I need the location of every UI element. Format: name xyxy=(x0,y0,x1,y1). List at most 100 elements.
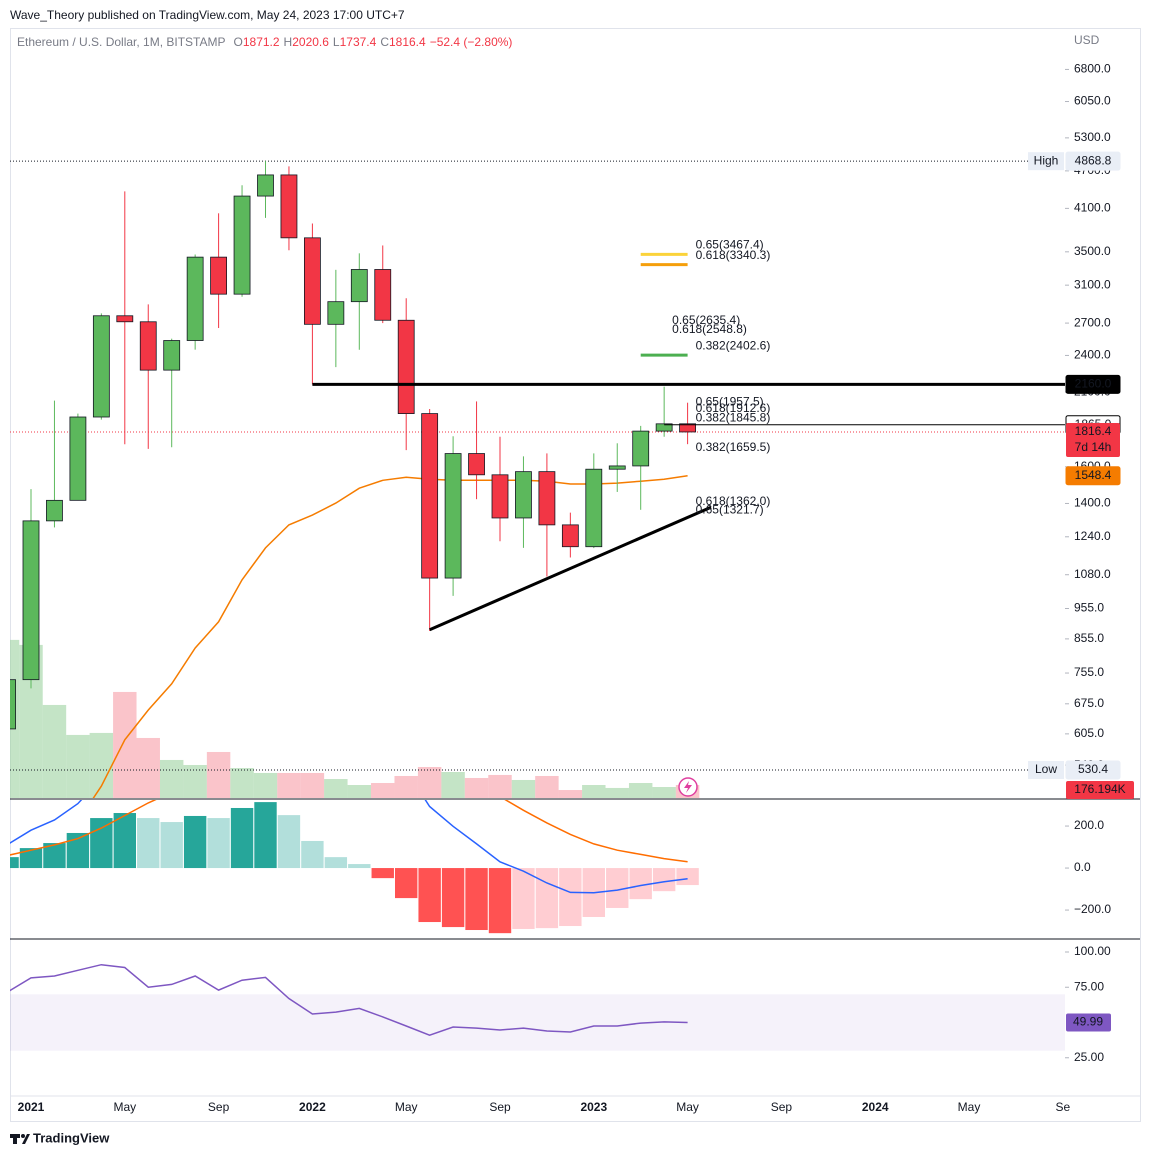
level-tag: 2160.0 xyxy=(1075,377,1112,391)
header: Wave_Theory published on TradingView.com… xyxy=(10,8,405,22)
x-tick-label: May xyxy=(395,1100,418,1114)
fib-label: 0.65(1321.7) xyxy=(696,502,764,516)
candle-body xyxy=(632,430,650,467)
volume-bar xyxy=(136,737,160,798)
x-tick-label: 2022 xyxy=(299,1100,326,1114)
macd-histogram-bar xyxy=(137,818,160,869)
candle-body xyxy=(46,499,63,522)
macd-histogram-bar xyxy=(301,840,324,869)
volume-bar xyxy=(582,785,606,798)
volume-bar xyxy=(371,783,395,798)
rsi-line xyxy=(10,963,688,1036)
candle-body xyxy=(679,423,696,433)
x-tick-label: Se xyxy=(1055,1100,1070,1114)
candle-body xyxy=(233,195,251,295)
x-tick-label: Sep xyxy=(489,1100,511,1114)
volume-bar xyxy=(488,774,512,798)
legend-item: O xyxy=(234,35,243,49)
candle-body xyxy=(561,524,579,548)
candle-body xyxy=(491,474,509,519)
volume-bar xyxy=(19,644,43,798)
legend-item: 1871.2 xyxy=(243,35,280,49)
rsi-tick-label: 25.00 xyxy=(1074,1050,1104,1064)
volume-bar xyxy=(89,732,114,798)
y-tick-label: 6050.0 xyxy=(1074,94,1111,108)
main-pane: 0.65(3467.4)0.618(3340.3)0.65(2635.4)0.6… xyxy=(10,160,1065,798)
candle-body xyxy=(69,416,87,501)
candle-body xyxy=(608,465,626,470)
extreme-value-box xyxy=(1065,760,1121,780)
y-tick-label: 755.0 xyxy=(1074,665,1104,679)
macd-histogram-bar xyxy=(10,857,19,869)
candle-body xyxy=(444,453,462,579)
volume-bar xyxy=(652,786,676,798)
macd-histogram-bar xyxy=(254,802,277,869)
legend: Ethereum / U.S. Dollar, 1M, BITSTAMP O187… xyxy=(17,35,512,49)
candle-body xyxy=(397,319,415,414)
y-tick-label: 1400.0 xyxy=(1074,496,1111,510)
rsi-band xyxy=(10,994,1065,1051)
legend-item: C xyxy=(380,35,389,49)
volume-bar xyxy=(183,764,207,798)
macd-tick-label: 0.0 xyxy=(1074,860,1091,874)
candle-body xyxy=(421,413,439,579)
ma-tag: 1548.4 xyxy=(1075,468,1112,482)
macd-histogram-bar xyxy=(230,807,254,869)
volume-bar xyxy=(113,691,137,798)
fib-label: 0.618(1912.6) xyxy=(696,401,771,415)
x-tick-label: Sep xyxy=(208,1100,230,1114)
volume-bar xyxy=(605,787,629,798)
volume-bar xyxy=(628,783,653,798)
macd-histogram-bar xyxy=(371,868,394,879)
fib-label: 0.618(3340.3) xyxy=(696,248,771,262)
candle-body xyxy=(468,453,485,476)
x-tick-label: May xyxy=(113,1100,136,1114)
macd-histogram-bar xyxy=(43,843,66,869)
x-tick-label: 2024 xyxy=(862,1100,889,1114)
y-tick-label: 855.0 xyxy=(1074,631,1104,645)
legend-item: L xyxy=(333,35,340,49)
x-tick-label: May xyxy=(958,1100,981,1114)
volume-bar xyxy=(535,775,559,798)
macd-histogram-bar xyxy=(348,864,371,869)
candle-body xyxy=(303,237,321,325)
rsi-tag: 49.99 xyxy=(1073,1015,1103,1029)
legend-item: 2020.6 xyxy=(292,35,329,49)
moving-average xyxy=(92,475,688,798)
frame xyxy=(10,28,1141,1122)
level-tag-box xyxy=(1065,374,1121,394)
volume-bar xyxy=(10,639,20,798)
macd-histogram-bar xyxy=(19,848,43,869)
y-tick-label: 2700.0 xyxy=(1074,315,1111,329)
last-price-box xyxy=(1066,422,1120,457)
signal-line xyxy=(10,800,688,863)
macd-histogram-bar xyxy=(183,815,207,869)
countdown: 7d 14h xyxy=(1075,440,1112,454)
rsi-pane xyxy=(10,963,1065,1051)
y-tick-label: 675.0 xyxy=(1074,696,1104,710)
macd-histogram-bar xyxy=(113,813,136,869)
legend-item: Ethereum / U.S. Dollar, 1M, BITSTAMP xyxy=(17,35,226,49)
y-tick-label: 3100.0 xyxy=(1074,277,1111,291)
extreme-tag-box xyxy=(1028,152,1064,171)
volume-bar xyxy=(394,775,418,798)
volume-bar xyxy=(159,759,184,798)
volume-bar xyxy=(42,704,67,798)
fib-label: 0.382(1659.5) xyxy=(696,440,771,454)
macd-line xyxy=(10,800,688,894)
candle-body xyxy=(116,315,134,323)
currency: USD xyxy=(1074,33,1100,47)
macd-histogram-bar xyxy=(441,868,465,928)
volume-bar xyxy=(347,785,372,798)
fib-label: 0.382(1845.8) xyxy=(696,411,771,425)
y-tick-label: 6800.0 xyxy=(1074,62,1111,76)
candle-body xyxy=(350,269,368,303)
extreme-value-box xyxy=(1065,151,1121,171)
y-tick-label: 1080.0 xyxy=(1074,567,1111,581)
y-tick-label: 5300.0 xyxy=(1074,130,1111,144)
y-tick-label: 955.0 xyxy=(1074,601,1104,615)
y-tick-label: 4100.0 xyxy=(1074,201,1111,215)
fib-label: 0.65(1957.5) xyxy=(696,395,764,409)
candle-body xyxy=(257,174,274,197)
